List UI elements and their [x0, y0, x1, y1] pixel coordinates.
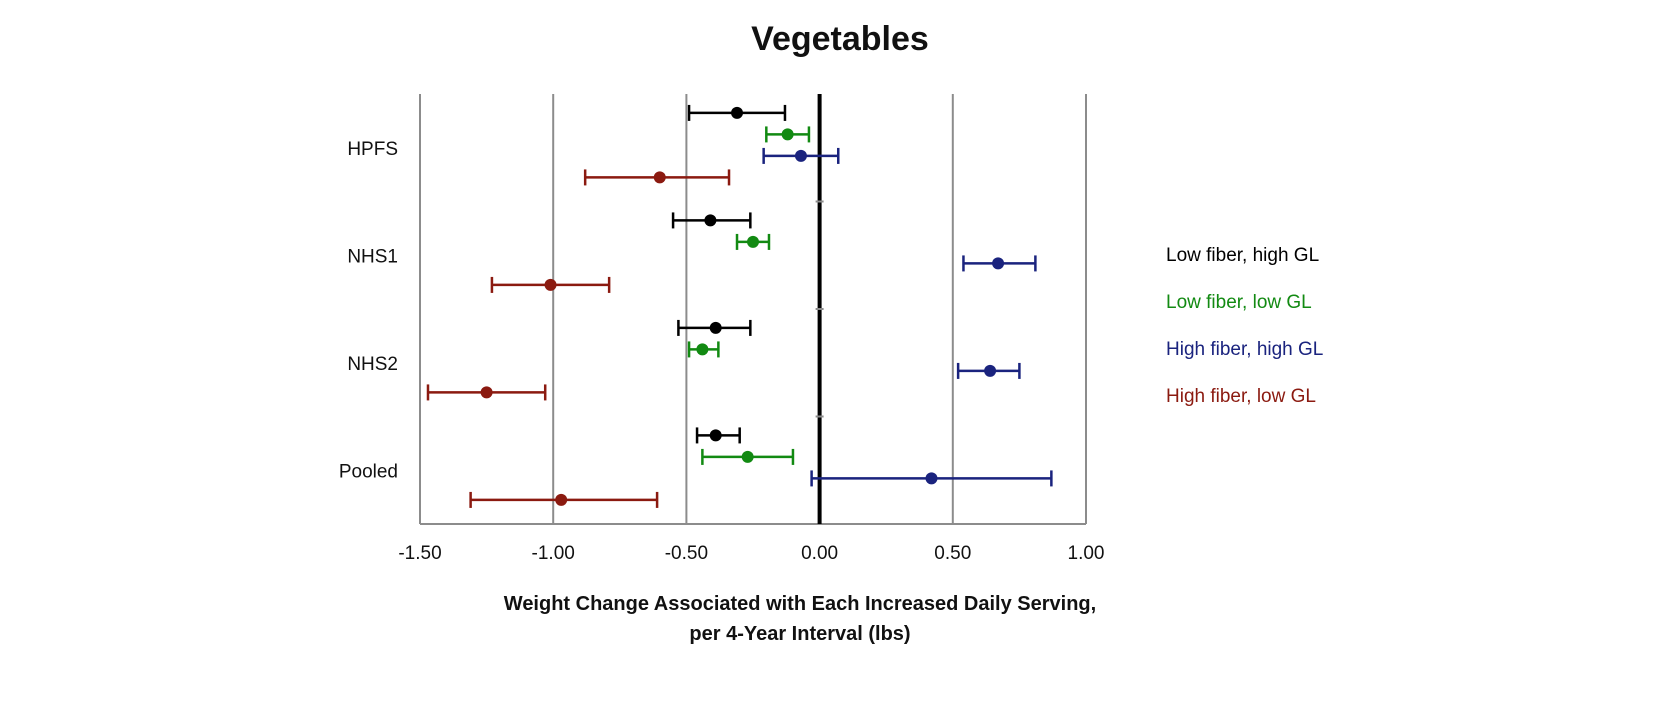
point-estimate	[781, 128, 794, 141]
error-bar-nhs1	[671, 212, 752, 229]
error-bar-pooled	[469, 491, 659, 508]
point-estimate	[555, 493, 568, 506]
category-label: HPFS	[347, 139, 398, 160]
category-label: Pooled	[339, 461, 398, 482]
x-tick-label: -1.50	[398, 543, 441, 564]
point-estimate	[794, 149, 807, 162]
point-estimate	[741, 450, 754, 463]
point-estimate	[696, 343, 709, 356]
x-axis-label-line-1: Weight Change Associated with Each Incre…	[504, 593, 1096, 615]
error-bar-nhs2	[426, 384, 547, 401]
point-estimate	[992, 257, 1005, 270]
category-labels: HPFS NHS1 NHS2 Pooled	[339, 139, 398, 483]
error-bar-pooled	[695, 427, 741, 444]
error-bar-nhs2	[677, 319, 752, 336]
legend: Low fiber, high GL Low fiber, low GL High …	[1166, 245, 1323, 407]
x-tick-label: -1.00	[532, 543, 575, 564]
legend-entry: High fiber, high GL	[1166, 339, 1323, 360]
point-estimate	[704, 214, 717, 227]
error-bar-hpfs	[583, 169, 731, 186]
error-bar-nhs1	[735, 233, 771, 250]
error-bar-pooled	[701, 448, 795, 465]
error-bar-pooled	[810, 470, 1053, 487]
error-bar-nhs1	[490, 276, 611, 293]
point-estimate	[709, 429, 722, 442]
error-bar-hpfs	[762, 147, 840, 164]
legend-entry: High fiber, low GL	[1166, 386, 1316, 407]
error-bar-hpfs	[765, 126, 811, 143]
point-estimate	[984, 364, 997, 377]
point-estimate	[480, 386, 493, 399]
error-bar-nhs2	[687, 341, 720, 358]
x-tick-label: 0.00	[801, 543, 838, 564]
axes	[420, 94, 1086, 525]
error-bars	[426, 104, 1053, 508]
point-estimate	[731, 106, 744, 119]
point-estimate	[709, 321, 722, 334]
point-estimate	[544, 278, 557, 291]
category-label: NHS2	[347, 354, 398, 375]
error-bar-hpfs	[687, 104, 787, 121]
legend-entry: Low fiber, low GL	[1166, 292, 1312, 313]
point-estimate	[747, 235, 759, 248]
error-bar-nhs1	[962, 255, 1037, 272]
gridlines	[419, 94, 1087, 524]
point-estimate	[653, 171, 666, 184]
x-tick-label: 1.00	[1068, 543, 1105, 564]
chart-title: Vegetables	[751, 20, 929, 58]
x-tick-label: -0.50	[665, 543, 708, 564]
legend-entry: Low fiber, high GL	[1166, 245, 1319, 266]
x-tick-labels: -1.50 -1.00 -0.50 0.00 0.50 1.00	[398, 543, 1104, 564]
error-bar-nhs2	[956, 362, 1021, 379]
x-tick-label: 0.50	[934, 543, 971, 564]
x-axis-label-line-2: per 4-Year Interval (lbs)	[689, 623, 910, 645]
category-label: NHS1	[347, 246, 398, 267]
point-estimate	[925, 472, 938, 485]
